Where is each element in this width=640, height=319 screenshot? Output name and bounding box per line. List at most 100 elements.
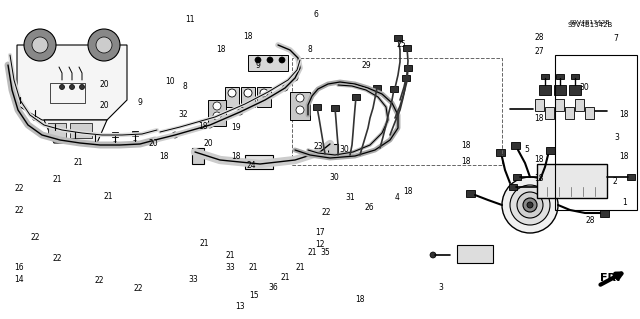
Circle shape bbox=[244, 89, 252, 97]
Circle shape bbox=[255, 57, 261, 63]
Text: 21: 21 bbox=[52, 175, 62, 184]
Bar bbox=[245, 155, 273, 169]
Circle shape bbox=[17, 102, 22, 108]
Bar bbox=[402, 75, 410, 81]
Bar bbox=[495, 149, 504, 155]
Circle shape bbox=[88, 29, 120, 61]
Text: 22: 22 bbox=[321, 208, 331, 217]
Circle shape bbox=[510, 185, 550, 225]
Circle shape bbox=[262, 97, 268, 103]
Bar bbox=[390, 86, 398, 92]
Bar bbox=[290, 92, 310, 120]
Bar bbox=[555, 99, 564, 111]
Circle shape bbox=[79, 85, 84, 90]
Text: 22: 22 bbox=[133, 284, 143, 293]
Bar bbox=[352, 94, 360, 100]
Circle shape bbox=[24, 29, 56, 61]
Bar bbox=[50, 83, 85, 103]
Circle shape bbox=[70, 85, 74, 90]
Text: 32: 32 bbox=[178, 110, 188, 119]
Bar bbox=[575, 99, 584, 111]
Text: 18: 18 bbox=[232, 152, 241, 161]
Text: 18: 18 bbox=[620, 110, 629, 119]
Bar bbox=[509, 184, 517, 190]
Text: 18: 18 bbox=[198, 122, 208, 130]
Circle shape bbox=[213, 112, 221, 120]
Text: 20: 20 bbox=[99, 101, 109, 110]
Circle shape bbox=[33, 115, 38, 121]
Bar bbox=[112, 131, 118, 137]
Text: 21: 21 bbox=[104, 192, 113, 201]
Circle shape bbox=[282, 85, 288, 91]
Text: 25: 25 bbox=[397, 40, 406, 49]
Circle shape bbox=[430, 252, 436, 258]
Bar bbox=[32, 106, 38, 110]
Text: 18: 18 bbox=[243, 32, 253, 41]
Bar bbox=[556, 73, 564, 78]
Text: 19: 19 bbox=[232, 123, 241, 132]
Text: 18: 18 bbox=[534, 155, 544, 164]
Bar bbox=[627, 174, 635, 180]
Circle shape bbox=[96, 37, 112, 53]
Bar bbox=[565, 107, 574, 119]
Text: 18: 18 bbox=[355, 295, 365, 304]
Circle shape bbox=[228, 89, 236, 97]
Text: 22: 22 bbox=[95, 276, 104, 285]
Text: 29: 29 bbox=[362, 61, 371, 70]
Text: 33: 33 bbox=[225, 263, 235, 272]
Text: 20: 20 bbox=[204, 139, 213, 148]
Bar bbox=[541, 73, 549, 78]
Circle shape bbox=[296, 106, 304, 114]
Bar bbox=[92, 130, 98, 136]
Bar bbox=[192, 148, 204, 164]
Text: 14: 14 bbox=[14, 275, 24, 284]
Text: 13: 13 bbox=[236, 302, 245, 311]
Circle shape bbox=[523, 198, 537, 212]
Circle shape bbox=[213, 102, 221, 110]
Bar bbox=[132, 130, 138, 136]
Circle shape bbox=[527, 202, 533, 208]
Text: 18: 18 bbox=[216, 45, 226, 54]
Bar bbox=[394, 35, 402, 41]
Circle shape bbox=[517, 192, 543, 218]
Bar bbox=[539, 85, 551, 95]
Text: 30: 30 bbox=[330, 173, 339, 182]
Bar bbox=[52, 120, 58, 124]
Text: 18: 18 bbox=[461, 157, 470, 166]
Text: 21: 21 bbox=[307, 248, 317, 256]
Text: 22: 22 bbox=[31, 233, 40, 242]
Text: 1: 1 bbox=[622, 198, 627, 207]
Text: S9V4B1342B: S9V4B1342B bbox=[568, 22, 612, 28]
Text: 21: 21 bbox=[280, 273, 290, 282]
Text: 20: 20 bbox=[148, 139, 158, 148]
Text: 21: 21 bbox=[74, 158, 83, 167]
Bar bbox=[403, 45, 411, 51]
Text: 9: 9 bbox=[138, 98, 143, 107]
Circle shape bbox=[267, 57, 273, 63]
Text: 22: 22 bbox=[14, 184, 24, 193]
Text: 35: 35 bbox=[320, 248, 330, 256]
Text: 6: 6 bbox=[314, 10, 319, 19]
Text: 33: 33 bbox=[189, 275, 198, 284]
Text: 5: 5 bbox=[525, 145, 530, 154]
Bar bbox=[70, 123, 92, 138]
Text: 11: 11 bbox=[186, 15, 195, 24]
Bar bbox=[513, 174, 521, 180]
Circle shape bbox=[279, 57, 285, 63]
Bar bbox=[313, 104, 321, 110]
Bar bbox=[585, 107, 594, 119]
Bar bbox=[600, 210, 609, 217]
Circle shape bbox=[296, 94, 304, 102]
Circle shape bbox=[32, 37, 48, 53]
Text: 22: 22 bbox=[52, 254, 62, 263]
Circle shape bbox=[132, 140, 138, 145]
Text: 24: 24 bbox=[246, 161, 256, 170]
Text: 28: 28 bbox=[586, 216, 595, 225]
Text: 18: 18 bbox=[159, 152, 168, 161]
Circle shape bbox=[72, 137, 77, 143]
Text: 15: 15 bbox=[250, 291, 259, 300]
Circle shape bbox=[52, 130, 58, 135]
Bar bbox=[257, 87, 271, 107]
Text: 7: 7 bbox=[613, 34, 618, 43]
Text: 21: 21 bbox=[296, 263, 305, 272]
